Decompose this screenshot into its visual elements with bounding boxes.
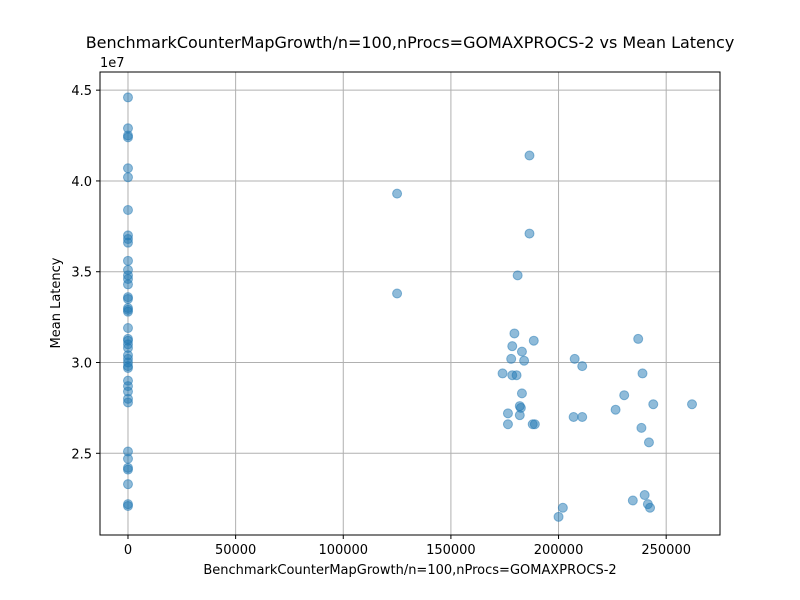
data-point-48 — [528, 335, 539, 346]
data-point-44 — [524, 150, 535, 161]
data-point-47 — [509, 328, 520, 339]
data-point-16 — [122, 293, 133, 304]
y-tick-label-1: 3.0 — [71, 357, 92, 372]
data-point-79 — [627, 495, 638, 506]
data-point-3 — [122, 132, 133, 143]
data-point-36 — [122, 453, 133, 464]
x-tick-label-0: 0 — [124, 543, 132, 558]
data-point-56 — [516, 388, 527, 399]
data-point-77 — [643, 437, 654, 448]
data-point-45 — [524, 228, 535, 239]
data-point-10 — [122, 255, 133, 266]
y-tick-label-2: 3.5 — [71, 266, 92, 281]
data-point-75 — [687, 399, 698, 410]
data-point-51 — [506, 353, 517, 364]
data-point-50 — [516, 346, 527, 357]
data-points — [122, 92, 698, 522]
data-point-65 — [577, 361, 588, 372]
data-point-68 — [557, 502, 568, 513]
data-point-0 — [122, 92, 133, 103]
data-point-64 — [569, 353, 580, 364]
data-point-42 — [392, 188, 403, 199]
data-point-9 — [122, 237, 133, 248]
data-point-67 — [577, 411, 588, 422]
data-point-52 — [519, 355, 530, 366]
y-tick-label-0: 2.5 — [71, 447, 92, 462]
data-point-29 — [122, 362, 133, 373]
y-axis-label: Mean Latency — [49, 257, 64, 348]
y-axis-offset-label: 1e7 — [100, 56, 125, 71]
x-axis-ticks: 0 50000 100000 150000 200000 250000 — [124, 535, 691, 558]
data-point-14 — [122, 279, 133, 290]
x-tick-label-3: 150000 — [426, 543, 476, 558]
data-point-46 — [512, 270, 523, 281]
data-point-55 — [511, 370, 522, 381]
data-point-60 — [514, 410, 525, 421]
data-point-38 — [122, 464, 133, 475]
data-point-34 — [122, 397, 133, 408]
x-tick-label-5: 250000 — [641, 543, 691, 558]
chart-title: BenchmarkCounterMapGrowth/n=100,nProcs=G… — [86, 33, 735, 52]
data-point-53 — [497, 368, 508, 379]
data-point-61 — [502, 419, 513, 430]
x-tick-label-1: 50000 — [215, 543, 256, 558]
data-point-71 — [637, 368, 648, 379]
x-axis-label: BenchmarkCounterMapGrowth/n=100,nProcs=G… — [203, 563, 616, 578]
data-point-73 — [610, 404, 621, 415]
data-point-63 — [529, 419, 540, 430]
data-point-6 — [122, 204, 133, 215]
data-point-43 — [392, 288, 403, 299]
data-point-39 — [122, 479, 133, 490]
data-point-70 — [633, 333, 644, 344]
data-point-78 — [639, 490, 650, 501]
x-tick-label-2: 100000 — [318, 543, 368, 558]
data-point-59 — [502, 408, 513, 419]
data-point-72 — [619, 390, 630, 401]
data-point-66 — [568, 411, 579, 422]
y-tick-label-4: 4.5 — [71, 84, 92, 99]
data-point-20 — [122, 323, 133, 334]
data-point-69 — [553, 511, 564, 522]
data-point-19 — [122, 306, 133, 317]
y-axis-ticks: 2.5 3.0 3.5 4.0 4.5 — [71, 84, 100, 462]
x-tick-label-4: 200000 — [534, 543, 584, 558]
data-point-76 — [636, 422, 647, 433]
data-point-74 — [648, 399, 659, 410]
data-point-4 — [122, 163, 133, 174]
data-point-49 — [507, 341, 518, 352]
data-point-41 — [122, 500, 133, 511]
y-tick-label-3: 4.0 — [71, 175, 92, 190]
data-point-81 — [645, 502, 656, 513]
grid — [100, 72, 720, 535]
data-point-5 — [122, 172, 133, 183]
plot-frame — [99, 71, 721, 536]
